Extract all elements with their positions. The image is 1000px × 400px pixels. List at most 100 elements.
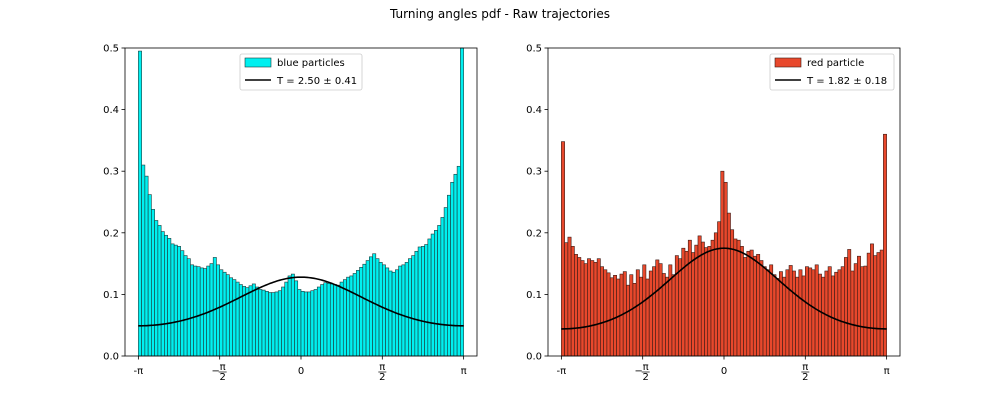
histogram-bar [857,255,861,357]
histogram-bar [795,276,800,357]
histogram-bar [154,220,159,357]
histogram-bar [818,273,822,357]
histogram-bar [840,266,845,357]
histogram-bar [434,230,438,357]
x-tick-label-den: 2 [643,372,649,383]
histogram-bar [707,246,712,357]
histogram-bar [879,249,884,357]
histogram-bar [421,246,425,357]
histogram-bar [222,271,227,357]
histogram-bar [632,283,637,357]
histogram-bar [798,269,803,357]
histogram-bar [199,267,204,357]
x-tick-label: − π2 [634,362,650,383]
histogram-bar [219,269,224,357]
histogram-bar [801,275,806,357]
histogram-bar [238,284,243,357]
histogram-bar [408,258,412,357]
histogram-bar [762,266,767,357]
y-tick-label: 0.0 [103,352,119,363]
histogram-bar [733,238,738,357]
histogram-bar [805,266,809,357]
y-tick-label: 0.2 [103,228,119,239]
histogram-bar [316,286,321,357]
histogram-bar [613,275,617,357]
histogram-bar [583,263,588,357]
histogram-bar [580,260,585,357]
histogram-bar [639,276,643,357]
histogram-bar [648,270,653,357]
histogram-bar [193,265,198,357]
histogram-bar [248,285,253,357]
histogram-bar [870,243,874,357]
histogram-bar [307,291,312,357]
histogram-bar [170,243,175,357]
fit-curve [138,276,464,327]
histogram-bar [147,194,152,357]
histogram-bar [342,279,347,357]
x-tick-label-num: π [643,362,649,373]
x-tick-label: π [461,366,467,377]
histogram-bar [700,241,705,357]
histogram-bar [863,265,868,357]
histogram-bar [778,271,783,357]
histogram-bar [746,250,751,357]
histogram-bar [681,247,686,357]
histogram-bar [645,278,650,357]
histogram-bar [808,267,813,357]
histogram-bar [593,262,598,357]
histogram-bar [710,239,715,357]
x-tick-label-num: π [220,362,226,373]
histogram-bar [264,291,269,357]
histogram-bar [417,246,422,357]
y-tick-label: 0.4 [103,105,119,116]
x-tick-label: 0 [298,366,304,377]
histogram-bar [866,252,871,357]
histogram-bar [609,277,614,357]
histogram-bar [704,247,709,357]
histogram-bar [437,225,442,357]
histogram-bar [151,209,155,357]
histogram-bar [355,270,360,357]
histogram-bar [775,278,780,357]
x-tick-label-den: 2 [379,372,385,383]
histogram-bar [339,281,344,357]
histogram-bar [844,257,848,357]
histogram-bar [450,181,455,357]
histogram-bar [186,258,191,357]
histogram-bar [658,263,663,357]
histogram-bar [876,252,881,357]
histogram-bar [216,264,220,357]
histogram-bar [336,284,341,357]
histogram-bar [303,291,308,357]
histogram-bar [821,276,826,357]
histogram-bar [827,266,832,357]
histogram-bar [173,244,178,357]
histogram-bar [427,238,432,357]
histogram-bar [323,282,328,357]
histogram-bar [567,236,572,357]
histogram-bar [404,262,409,357]
histogram-bar [697,235,702,357]
histogram-bar [268,292,273,357]
histogram-bar [743,257,748,357]
y-tick-label: 0.3 [103,167,119,178]
histogram-bar [329,283,334,357]
histogram-bar [225,274,230,357]
x-tick-label: -π [557,366,567,377]
histogram-bar [788,265,793,357]
histogram-bar [749,249,754,357]
y-tick-label: 0.1 [103,290,119,301]
histogram-bar [375,258,380,357]
histogram-bar [290,273,295,357]
legend-label-curve: T = 1.82 ± 0.18 [806,76,887,87]
histogram-bar [687,239,692,357]
histogram-bar [333,284,338,357]
histogram-bar [385,267,390,357]
histogram-bar [287,275,292,357]
x-tick-label: 0 [721,366,727,377]
histogram-bar [606,272,611,357]
histogram-bar [212,257,217,357]
